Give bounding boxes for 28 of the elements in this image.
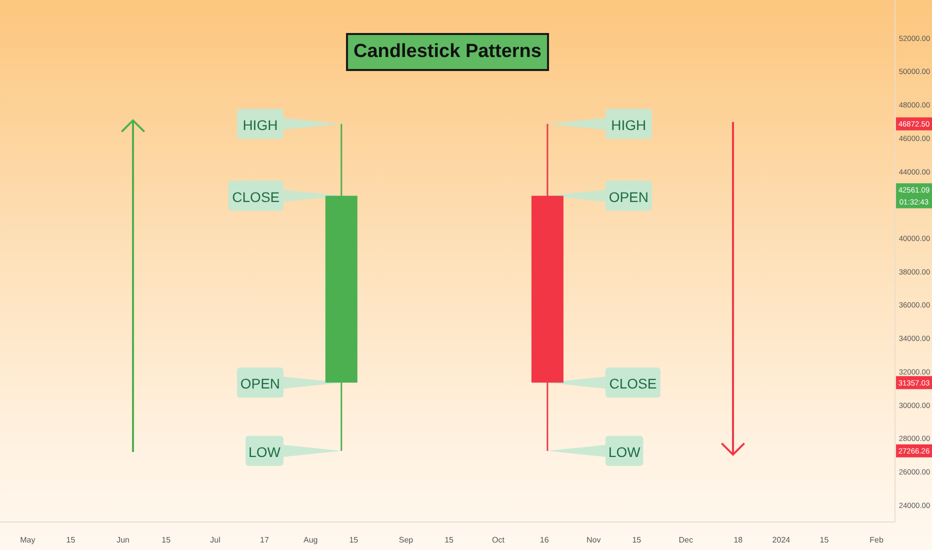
x-tick-label: 15 <box>444 536 454 544</box>
x-tick-label: 15 <box>820 536 830 544</box>
x-tick-label: 18 <box>734 536 744 544</box>
annotation: CLOSE <box>232 188 280 205</box>
x-tick-label: Oct <box>492 536 506 544</box>
annotation: OPEN <box>608 188 648 205</box>
annotation: HIGH <box>611 116 646 133</box>
annotation: LOW <box>608 444 642 460</box>
annotation: OPEN <box>240 376 280 392</box>
x-tick-label: 15 <box>162 536 172 544</box>
x-tick-label: May <box>20 536 36 544</box>
x-tick-label: 2024 <box>772 536 791 544</box>
x-tick-label: 16 <box>540 536 550 544</box>
x-tick-label: 15 <box>632 536 642 544</box>
x-tick-label: Sep <box>398 536 414 544</box>
x-tick-label: 17 <box>260 536 270 544</box>
x-tick-label: Dec <box>678 536 693 544</box>
text: Candlestick Patterns <box>346 33 550 71</box>
x-tick-label: Jul <box>210 536 221 544</box>
x-tick-label: Feb <box>870 536 884 544</box>
x-tick-label: 15 <box>349 536 359 544</box>
x-tick-label: Jun <box>116 536 130 544</box>
annotation: HIGH <box>242 116 278 133</box>
x-tick-label: Aug <box>304 536 318 544</box>
annotation: CLOSE <box>609 376 657 392</box>
annotation: LOW <box>248 444 282 460</box>
x-tick-label: Nov <box>586 536 601 544</box>
x-tick-label: 15 <box>66 536 76 544</box>
